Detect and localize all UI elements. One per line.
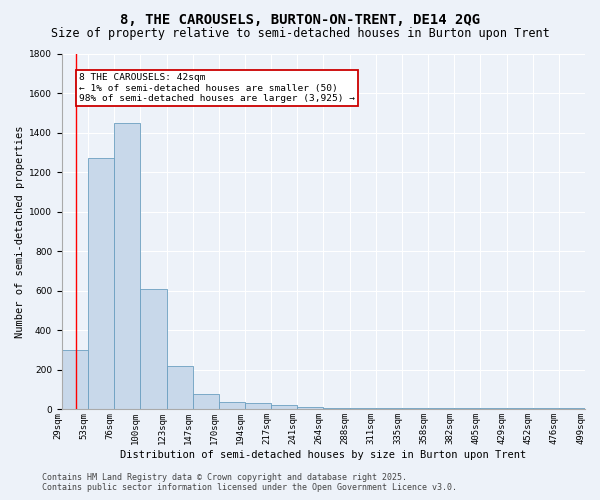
X-axis label: Distribution of semi-detached houses by size in Burton upon Trent: Distribution of semi-detached houses by … [121,450,527,460]
Bar [533,408,559,410]
Bar [402,408,428,410]
Bar [62,350,88,410]
Bar [559,408,585,410]
Bar [114,122,140,410]
Bar [245,404,271,409]
Text: 8 THE CAROUSELS: 42sqm
← 1% of semi-detached houses are smaller (50)
98% of semi: 8 THE CAROUSELS: 42sqm ← 1% of semi-deta… [79,74,355,103]
Bar [193,394,219,409]
Y-axis label: Number of semi-detached properties: Number of semi-detached properties [15,125,25,338]
Text: Size of property relative to semi-detached houses in Burton upon Trent: Size of property relative to semi-detach… [50,28,550,40]
Bar [88,158,114,410]
Bar [271,406,297,409]
Bar [454,408,481,410]
Bar [297,408,323,410]
Bar [323,408,350,410]
Text: 8, THE CAROUSELS, BURTON-ON-TRENT, DE14 2QG: 8, THE CAROUSELS, BURTON-ON-TRENT, DE14 … [120,12,480,26]
Bar [167,366,193,410]
Bar [506,408,533,410]
Bar [428,408,454,410]
Bar [140,289,167,410]
Text: Contains HM Land Registry data © Crown copyright and database right 2025.
Contai: Contains HM Land Registry data © Crown c… [42,473,457,492]
Bar [350,408,376,410]
Bar [376,408,402,410]
Bar [219,402,245,409]
Bar [481,408,506,410]
